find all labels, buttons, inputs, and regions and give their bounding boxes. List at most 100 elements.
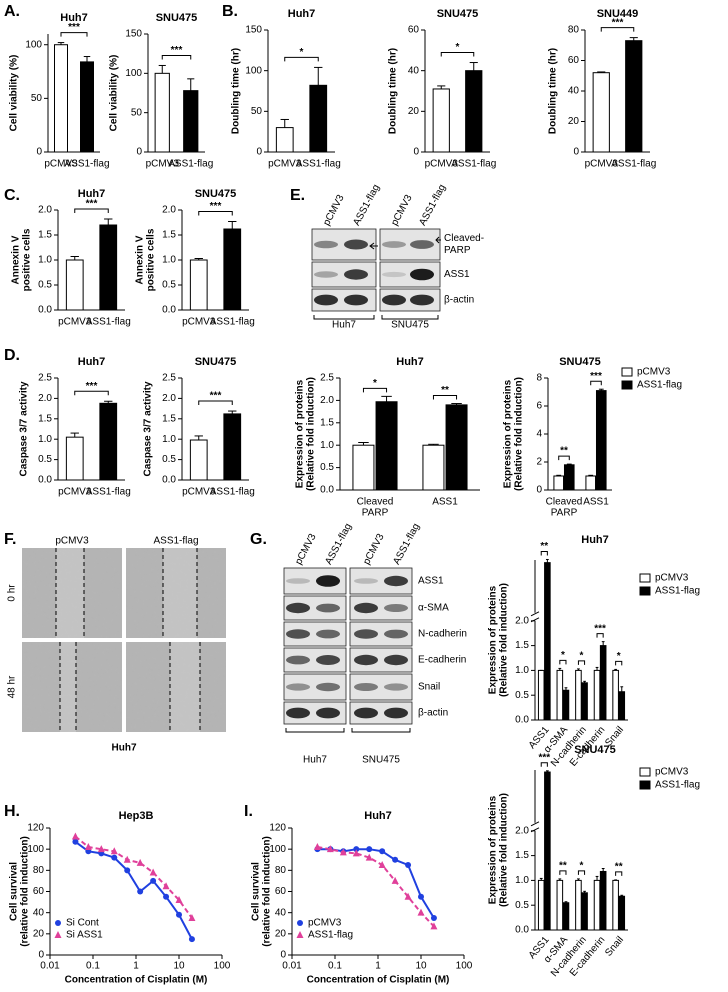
y-tick-label: 0 [136,147,142,158]
row-label: 48 hr [7,675,18,698]
blot-band [314,271,338,278]
x-tick-label: pCMV3 [58,487,92,498]
scratch-gap [163,548,197,638]
y-tick-label: 20 [408,106,420,117]
lane-label: ASS1-flag [351,183,382,228]
significance-label: ** [559,861,567,872]
significance-label: * [373,378,377,389]
x-tick-label: 1 [375,961,381,972]
y-tick-label: 1.0 [38,434,52,445]
y-tick-label: 100 [25,39,42,50]
blot-band [410,268,434,281]
significance-bracket [540,550,548,556]
y-tick-label: 2.5 [38,373,52,384]
lane-label: ASS1-flag [417,183,448,228]
y-axis-label: Doubling time (hr) [548,48,559,134]
blot-band [382,271,406,278]
y-tick-label: 0.5 [162,454,176,465]
bar [556,669,564,721]
blot-band [384,604,408,612]
x-tick-label: Snail [603,935,626,959]
data-point [176,911,182,918]
blot-row-label: Snail [418,682,440,693]
significance-bracket [577,870,586,875]
data-point [313,843,321,851]
y-axis-label: Expression of proteins [488,795,499,904]
y-tick-label: 2.0 [515,615,529,626]
blot-row-label: α-SMA [418,603,449,614]
chart-title: Hep3B [119,810,154,822]
bar [544,562,551,721]
y-axis-label: (Relative fold induction) [499,793,510,907]
y-tick-label: 120 [269,823,286,834]
significance-bracket [558,455,570,461]
y-axis-label: Cell viability (%) [9,55,20,132]
data-point [188,913,196,921]
significance-bracket [540,762,548,767]
bar [581,682,588,721]
y-tick-label: 1.0 [515,665,529,676]
y-tick-label: 2.5 [320,373,334,384]
data-point [111,854,118,861]
panel-label: H. [4,803,20,820]
y-axis-label: positive cells [146,228,157,291]
arrow [435,236,441,244]
x-tick-label: 0.01 [40,961,60,972]
y-tick-label: 60 [568,55,580,66]
y-tick-label: 0 [573,147,579,158]
blot-band [286,629,310,639]
bar [595,390,607,491]
chart-title: SNU449 [597,8,639,20]
significance-bracket [615,660,623,666]
y-tick-label: 8 [536,373,542,384]
chart-title: Huh7 [396,356,424,368]
blot-row-label: Cleaved- [444,233,484,244]
bar [618,691,626,721]
y-tick-label: 0.5 [515,690,529,701]
y-tick-label: 20 [568,116,580,127]
chart-title: Huh7 [581,534,609,546]
y-tick-label: 0.5 [515,900,529,911]
blot-row-label: ASS1 [444,269,470,280]
y-tick-label: 0.5 [38,454,52,465]
bar [593,879,601,931]
blot-band [286,683,310,691]
significance-label: *** [68,22,80,33]
significance-bracket [60,32,88,37]
x-tick-label: 0.01 [282,961,302,972]
y-tick-label: 100 [269,844,286,855]
lane-label: pCMV3 [361,532,387,567]
group-label: Huh7 [332,320,356,331]
legend-label: pCMV3 [308,918,342,929]
significance-label: *** [171,45,183,56]
x-tick-label: pCMV3 [146,159,180,170]
blot-band [354,654,378,666]
y-tick-label: 80 [275,865,287,876]
blot-band [344,269,368,280]
legend-label: pCMV3 [637,367,671,378]
lane-label: ASS1-flag [323,522,354,567]
bar [537,669,545,721]
significance-label: * [617,651,621,662]
legend-label: ASS1-flag [308,930,353,941]
y-axis-label: Caspase 3/7 activity [143,381,154,476]
bar [593,669,601,721]
bar [445,404,468,491]
column-label: pCMV3 [55,536,89,547]
data-point [175,895,183,903]
significance-label: * [580,861,584,872]
bar [80,61,94,153]
significance-label: *** [538,752,550,763]
y-axis-label: (relative fold induction) [20,836,31,947]
caption: Huh7 [112,743,137,754]
y-axis-label: Annexin V [135,235,146,284]
y-tick-label: 1.5 [515,640,529,651]
y-tick-label: 2.0 [515,825,529,836]
y-tick-label: 40 [33,907,45,918]
y-tick-label: 50 [251,106,263,117]
axis-break [530,611,540,617]
data-point [124,867,131,874]
y-tick-label: 1.5 [320,417,334,428]
x-tick-label: ASS1-flag [296,159,341,170]
y-tick-label: 40 [275,907,287,918]
